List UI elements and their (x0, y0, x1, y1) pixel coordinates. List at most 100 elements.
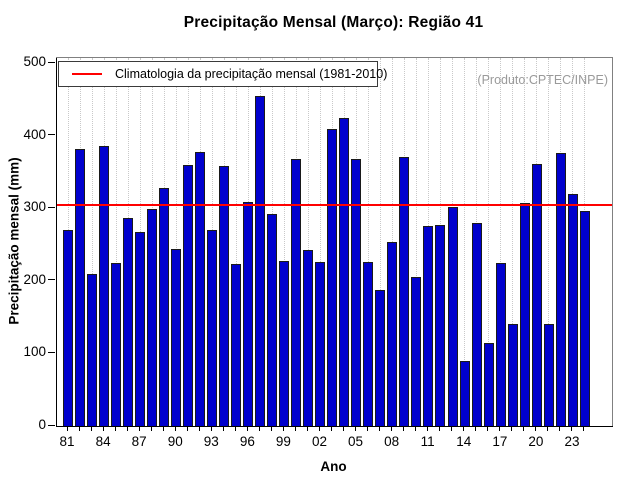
x-tick (66, 426, 68, 431)
x-tick (559, 426, 561, 431)
x-tick-label: 08 (384, 434, 400, 449)
x-tick (571, 426, 573, 431)
gridline (235, 58, 237, 426)
bar-slot-1982 (74, 58, 86, 426)
y-tick-label: 500 (23, 54, 46, 69)
gridline (319, 58, 321, 426)
x-tick (210, 426, 212, 431)
x-tick (379, 426, 381, 431)
bar-2012 (435, 225, 446, 426)
x-tick (198, 426, 200, 431)
bar-slot-2016 (483, 58, 495, 426)
y-tick (48, 351, 55, 353)
bar-2016 (483, 343, 494, 426)
x-tick (174, 426, 176, 431)
x-tick (102, 426, 104, 431)
bar-slot-2005 (350, 58, 362, 426)
bar-1997 (255, 96, 266, 426)
x-tick (439, 426, 441, 431)
x-tick (475, 426, 477, 431)
x-tick (523, 426, 525, 431)
y-tick (48, 206, 55, 208)
bars-container (57, 58, 612, 426)
bar-2011 (423, 226, 434, 426)
legend-label: Climatologia da precipitação mensal (198… (115, 67, 388, 81)
gridline (307, 58, 309, 426)
bar-slot-2009 (398, 58, 410, 426)
x-tick-label: 02 (311, 434, 327, 449)
gridline (283, 58, 285, 426)
x-axis-line (56, 426, 613, 427)
x-tick-label: 87 (131, 434, 147, 449)
bar-2013 (447, 207, 458, 426)
y-tick-label: 0 (38, 417, 46, 432)
x-tick (126, 426, 128, 431)
bar-1991 (183, 165, 194, 426)
y-axis-line (56, 58, 57, 426)
bar-slot-2004 (338, 58, 350, 426)
x-tick (186, 426, 188, 431)
x-tick-label: 23 (564, 434, 580, 449)
bar-2018 (507, 324, 518, 426)
x-tick (367, 426, 369, 431)
x-tick (258, 426, 260, 431)
bar-1986 (123, 218, 134, 426)
bar-slot-1993 (206, 58, 218, 426)
bar-slot-2015 (471, 58, 483, 426)
bar-1985 (111, 263, 122, 426)
bar-slot-2013 (447, 58, 459, 426)
x-tick (487, 426, 489, 431)
bar-1998 (267, 214, 278, 426)
bar-slot-2000 (290, 58, 302, 426)
legend-line-swatch (72, 73, 102, 75)
bar-1984 (99, 146, 110, 426)
bar-slot-1983 (86, 58, 98, 426)
bar-slot-1996 (242, 58, 254, 426)
bar-1988 (147, 209, 158, 426)
x-tick (114, 426, 116, 431)
gridline (464, 58, 466, 426)
bar-1983 (87, 274, 98, 426)
y-tick-label: 400 (23, 126, 46, 142)
x-tick-label: 84 (95, 434, 111, 449)
x-tick-label: 96 (239, 434, 255, 449)
x-tick (427, 426, 429, 431)
bar-slot-2021 (543, 58, 555, 426)
bar-2004 (339, 118, 350, 426)
bar-1990 (171, 249, 182, 426)
bar-2014 (459, 361, 470, 426)
x-tick (535, 426, 537, 431)
x-tick (138, 426, 140, 431)
gridline (91, 58, 93, 426)
bar-2006 (363, 262, 374, 426)
gridline (367, 58, 369, 426)
x-tick (451, 426, 453, 431)
bar-slot-1992 (194, 58, 206, 426)
x-tick-label: 17 (492, 434, 508, 449)
bar-slot-2023 (567, 58, 579, 426)
gridline (115, 58, 117, 426)
bar-slot-2003 (326, 58, 338, 426)
x-tick (306, 426, 308, 431)
bar-slot-1999 (278, 58, 290, 426)
bar-2017 (495, 263, 506, 426)
bar-2000 (291, 159, 302, 426)
bar-2009 (399, 157, 410, 426)
x-tick (162, 426, 164, 431)
bar-2005 (351, 159, 362, 426)
bar-slot-1988 (146, 58, 158, 426)
y-tick-label: 100 (23, 344, 46, 360)
x-tick-label: 81 (59, 434, 75, 449)
bar-slot-1991 (182, 58, 194, 426)
x-tick-label: 99 (275, 434, 291, 449)
bar-1981 (63, 230, 73, 426)
bar-slot-2024 (579, 58, 591, 426)
x-tick (150, 426, 152, 431)
bar-slot-1994 (218, 58, 230, 426)
x-axis-title: Ano (320, 459, 347, 474)
bar-2010 (411, 277, 422, 426)
y-tick (48, 279, 55, 281)
x-tick (318, 426, 320, 431)
gridline (512, 58, 514, 426)
gridline (379, 58, 381, 426)
